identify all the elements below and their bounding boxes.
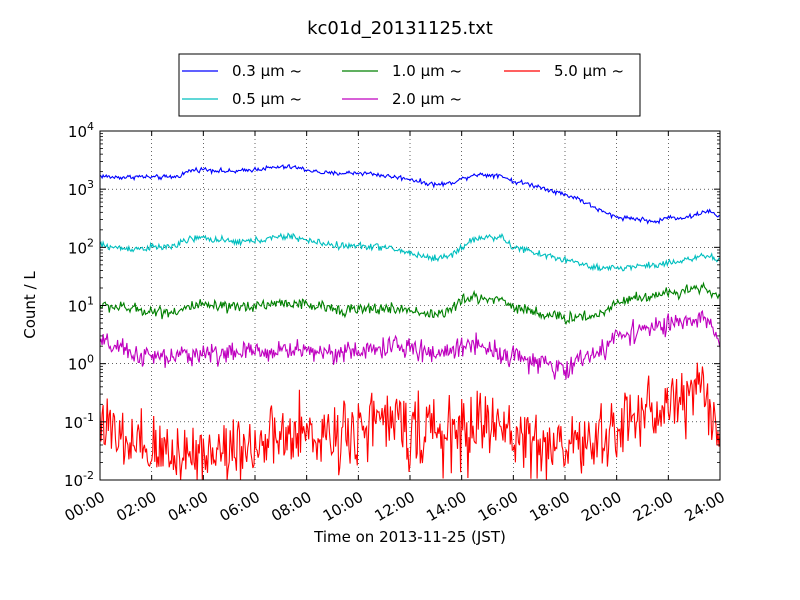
x-tick-label: 22:00 bbox=[630, 488, 676, 525]
y-tick-label: 10-2 bbox=[64, 469, 94, 490]
x-tick-label: 20:00 bbox=[578, 488, 624, 525]
x-tick-label: 00:00 bbox=[62, 488, 108, 525]
legend-label: 0.3 μm ~ bbox=[232, 62, 302, 80]
chart-title: kc01d_20131125.txt bbox=[307, 18, 493, 39]
grid-lines bbox=[100, 131, 720, 480]
series-line bbox=[99, 232, 721, 272]
y-tick-label: 104 bbox=[68, 120, 94, 141]
y-axis-label: Count / L bbox=[21, 271, 39, 339]
y-tick-label: 103 bbox=[68, 178, 94, 199]
legend-label: 5.0 μm ~ bbox=[554, 62, 624, 80]
x-tick-label: 06:00 bbox=[217, 488, 263, 525]
x-tick-label: 18:00 bbox=[527, 488, 573, 525]
y-tick-label: 100 bbox=[68, 353, 94, 374]
legend-label: 2.0 μm ~ bbox=[392, 90, 462, 108]
series-line bbox=[99, 163, 721, 225]
legend: 0.3 μm ~ 0.5 μm ~ 1.0 μm ~ 2.0 μm ~ 5.0 μm ~ bbox=[178, 53, 641, 117]
y-tick-label: 102 bbox=[68, 236, 94, 257]
x-tick-label: 14:00 bbox=[423, 488, 469, 525]
x-tick-label: 16:00 bbox=[475, 488, 521, 525]
series-line bbox=[99, 309, 721, 380]
x-axis-label: Time on 2013-11-25 (JST) bbox=[314, 528, 506, 546]
x-tick-label: 10:00 bbox=[320, 488, 366, 525]
x-tick-label: 02:00 bbox=[113, 488, 159, 525]
y-tick-label: 10-1 bbox=[64, 411, 94, 432]
x-tick-label: 24:00 bbox=[682, 488, 728, 525]
legend-label: 0.5 μm ~ bbox=[232, 90, 302, 108]
series-line bbox=[99, 362, 721, 481]
series-lines bbox=[99, 163, 721, 481]
x-tick-label: 12:00 bbox=[372, 488, 418, 525]
series-line bbox=[99, 281, 721, 326]
legend-label: 1.0 μm ~ bbox=[392, 62, 462, 80]
x-tick-label: 08:00 bbox=[268, 488, 314, 525]
x-tick-label: 04:00 bbox=[165, 488, 211, 525]
y-tick-label: 101 bbox=[68, 295, 94, 316]
